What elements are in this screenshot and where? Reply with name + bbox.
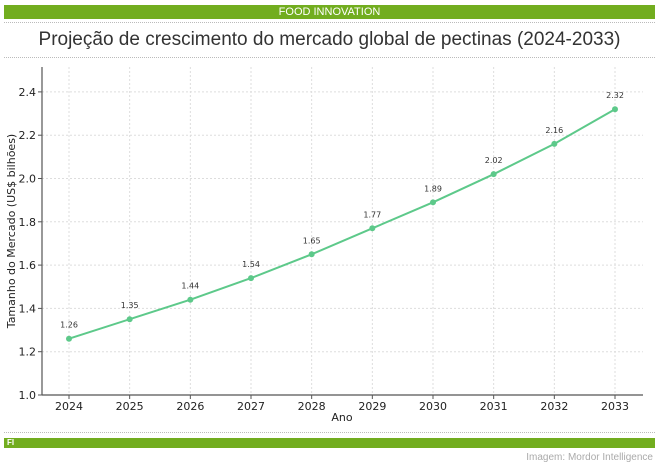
x-tick-label: 2029 [358,400,386,413]
data-point [187,296,194,303]
data-point [66,335,72,342]
divider-top [4,22,655,23]
footer-banner: FI [4,438,655,448]
y-axis-label: Tamanho do Mercado (US$ bilhões) [5,134,18,329]
ticks: 2024 2025 2026 2027 2028 2029 2030 2031 2032 2033… [19,86,630,413]
series-line [68,108,616,340]
data-label: 1.65 [303,236,321,245]
data-label: 2.02 [485,156,503,165]
y-tick-label: 1.8 [19,216,37,229]
data-point [126,316,133,323]
data-label: 1.77 [363,210,381,219]
data-label: 1.89 [424,184,442,193]
axes [41,67,643,396]
image-source: Imagem: Mordor Intelligence [526,452,653,463]
x-tick-label: 2031 [480,400,508,413]
data-point [430,199,436,206]
data-label: 1.26 [60,321,78,330]
divider-bottom [4,432,655,433]
y-tick-label: 2.0 [19,172,37,185]
chart-title: Projeção de crescimento do mercado globa… [38,29,621,50]
y-tick-label: 1.0 [19,389,37,402]
data-label: 1.35 [121,301,139,310]
footer-brand: FI [7,438,15,447]
data-label: 2.32 [606,91,624,100]
data-point [248,275,254,282]
y-tick-label: 2.4 [19,86,37,99]
data-point [612,106,618,113]
divider-title [4,57,655,58]
x-tick-label: 2028 [298,400,326,413]
x-tick-label: 2024 [55,400,83,413]
x-tick-label: 2030 [419,400,447,413]
data-label: 1.44 [181,282,199,291]
data-point [308,251,315,258]
grid [42,67,643,396]
data-point [369,225,376,232]
data-point [490,171,497,178]
series: 1.26 1.35 1.44 1.54 1.65 1.77 1.89 2.02 2.16 2.32 [60,91,624,342]
data-label: 2.16 [545,126,563,135]
x-tick-label: 2027 [237,400,265,413]
y-tick-label: 1.4 [19,302,37,315]
x-tick-label: 2025 [116,400,144,413]
x-tick-label: 2032 [540,400,568,413]
data-point [551,140,558,147]
section-label: FOOD INNOVATION [278,6,381,18]
x-tick-label: 2033 [601,400,629,413]
data-label: 1.54 [242,260,260,269]
y-tick-label: 1.2 [19,346,37,359]
y-tick-label: 1.6 [19,259,37,272]
y-tick-label: 2.2 [19,129,37,142]
x-axis-label: Ano [331,411,352,424]
section-banner: FOOD INNOVATION [4,5,655,19]
x-tick-label: 2026 [176,400,204,413]
